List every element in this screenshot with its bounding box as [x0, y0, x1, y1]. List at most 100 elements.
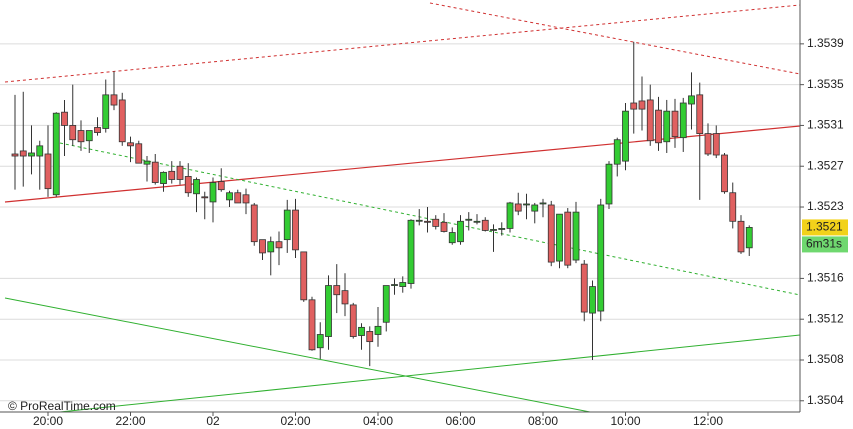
candle-body — [671, 110, 679, 138]
candle-body — [564, 211, 572, 266]
candle-body — [498, 228, 506, 230]
candle-body — [613, 139, 621, 165]
candle-body — [201, 196, 209, 199]
candle-body — [283, 209, 291, 241]
candle-body — [19, 150, 27, 157]
candle-body — [176, 165, 184, 180]
candle-body — [135, 143, 143, 164]
candle-body — [679, 102, 687, 139]
y-tick-label: 1.3527 — [807, 158, 844, 172]
candle-body — [36, 145, 44, 157]
candle-body — [102, 94, 110, 129]
x-tick-label: 10:00 — [610, 414, 640, 428]
candle-body — [745, 227, 753, 249]
candle-body — [333, 285, 341, 296]
candle-body — [61, 111, 68, 126]
candle-body — [655, 109, 662, 144]
trend-line — [4, 4, 801, 83]
candle-body — [193, 179, 200, 195]
candle-body — [259, 239, 266, 254]
candle-body — [547, 204, 555, 263]
candle-body — [358, 326, 365, 336]
x-tick-label: 12:00 — [693, 414, 723, 428]
x-tick-label: 04:00 — [363, 414, 393, 428]
candle-body — [143, 160, 151, 165]
candle-body — [209, 182, 217, 203]
candle-body — [292, 209, 299, 251]
candle-body — [151, 161, 159, 183]
candle-body — [391, 284, 398, 286]
candle-body — [382, 285, 390, 323]
last-price-box — [802, 219, 848, 236]
candle-body — [374, 325, 382, 335]
candle-body — [69, 125, 77, 141]
candle-body — [481, 219, 489, 231]
candle-body — [110, 94, 118, 106]
candle-body — [539, 202, 547, 205]
candle-body — [275, 241, 283, 249]
x-tick-label: 02 — [206, 414, 220, 428]
candle-body — [531, 204, 539, 212]
x-tick-label: 20:00 — [33, 414, 63, 428]
timer-label: 6m31s — [806, 237, 842, 251]
candle-body — [407, 219, 415, 284]
candle-body — [325, 285, 332, 337]
candle-body — [399, 282, 407, 287]
copyright: © ProRealTime.com — [8, 399, 116, 413]
candle-body — [663, 110, 671, 143]
candle-body — [11, 153, 19, 157]
candle-body — [465, 218, 473, 221]
candle-body — [77, 130, 85, 143]
candle-body — [28, 152, 35, 157]
candle-body — [168, 170, 176, 180]
y-tick-label: 1.3512 — [807, 311, 844, 325]
candle-body — [605, 163, 613, 205]
candle-body — [556, 213, 563, 262]
candle-body — [712, 133, 720, 156]
candle-body — [514, 203, 522, 212]
candle-body — [704, 133, 712, 155]
candle-body — [737, 220, 745, 253]
candle-body — [184, 176, 192, 194]
candle-body — [94, 127, 101, 133]
candle-body — [440, 221, 448, 232]
candle-body — [366, 331, 374, 343]
candle-body — [589, 286, 596, 314]
last-price-label: 1.3521 — [806, 220, 843, 234]
candle-body — [85, 130, 93, 142]
x-tick-label: 22:00 — [115, 414, 145, 428]
candle-body — [52, 112, 60, 196]
x-tick-label: 02:00 — [280, 414, 310, 428]
candle-body — [316, 334, 324, 349]
candle-body — [234, 192, 242, 204]
candle-body — [267, 241, 275, 253]
candle-body — [242, 194, 250, 204]
candle-body — [415, 219, 423, 222]
candle-body — [341, 290, 349, 305]
y-tick-label: 1.3523 — [807, 199, 844, 213]
timer-box — [802, 236, 848, 253]
x-tick-label: 08:00 — [528, 414, 558, 428]
y-tick-label: 1.3535 — [807, 77, 844, 91]
y-tick-label: 1.3516 — [807, 271, 844, 285]
candle-body — [432, 218, 440, 227]
candle-body — [688, 95, 695, 105]
candle-body — [597, 204, 605, 312]
candle-body — [696, 94, 704, 134]
candle-body — [580, 263, 588, 313]
y-tick-label: 1.3504 — [807, 393, 844, 407]
candle-body — [424, 220, 431, 223]
trend-line — [429, 2, 801, 75]
candle-body — [457, 220, 464, 243]
candle-body — [44, 153, 52, 190]
axis-labels: 1.3504 1.3508 1.3512 1.3516 1.3523 1.3527 1.35… — [33, 36, 848, 428]
y-tick-label: 1.3531 — [807, 118, 844, 132]
trend-line — [59, 334, 801, 413]
candle-body — [473, 220, 481, 223]
candle-body — [638, 100, 646, 110]
candle-body — [490, 229, 497, 231]
candle-body — [622, 110, 629, 162]
candle-body — [523, 203, 530, 206]
candle-body — [250, 204, 258, 243]
